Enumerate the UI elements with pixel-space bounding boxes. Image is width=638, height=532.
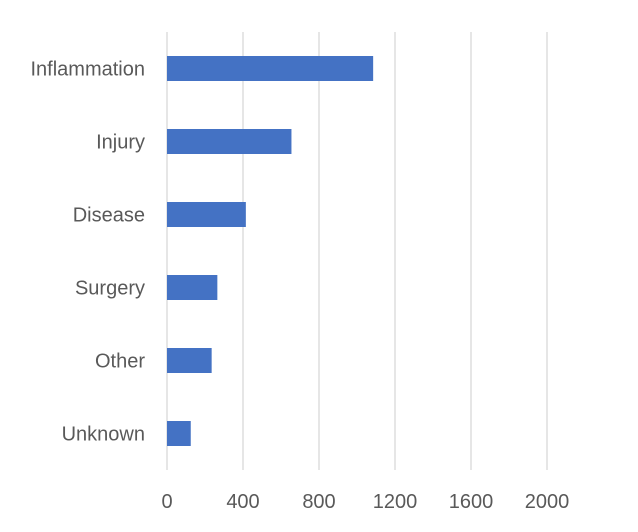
bar-inflammation — [167, 56, 374, 81]
x-tick-label: 2000 — [525, 491, 570, 513]
category-label-injury: Injury — [96, 132, 145, 154]
category-label-other: Other — [95, 351, 145, 373]
x-tick-label: 1600 — [449, 491, 494, 513]
category-label-surgery: Surgery — [75, 278, 145, 300]
gridlines — [166, 32, 548, 470]
bar-other — [167, 348, 212, 373]
bar-disease — [167, 202, 246, 227]
bar-injury — [167, 129, 292, 154]
x-tick-label: 0 — [161, 491, 172, 513]
x-tick-label: 1200 — [373, 491, 418, 513]
category-label-inflammation: Inflammation — [31, 59, 146, 81]
bars — [167, 56, 374, 446]
x-tick-label: 400 — [226, 491, 259, 513]
bar-unknown — [167, 421, 191, 446]
bar-surgery — [167, 275, 218, 300]
category-labels: Inflammation Injury Disease Surgery Other Unk… — [31, 59, 146, 446]
category-label-unknown: Unknown — [62, 424, 145, 446]
x-axis-tick-labels: 0 400 800 1200 1600 2000 — [161, 491, 569, 513]
x-tick-label: 800 — [302, 491, 335, 513]
category-label-disease: Disease — [73, 205, 145, 227]
